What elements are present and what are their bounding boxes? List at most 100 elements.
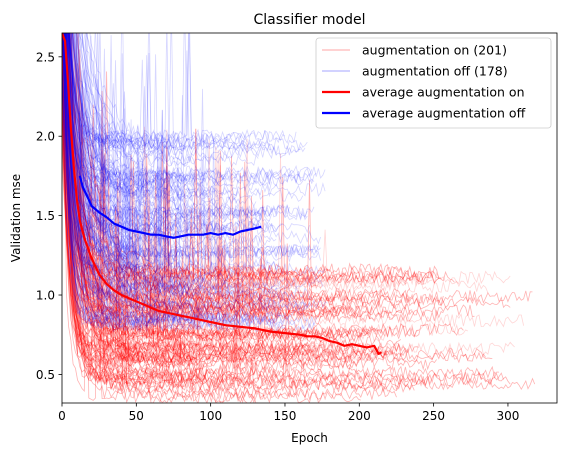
individual-run-line	[81, 33, 112, 140]
individual-run-line	[64, 33, 386, 341]
individual-run-line	[62, 76, 402, 316]
individual-run-line	[62, 33, 226, 325]
individual-run-line	[62, 114, 370, 342]
individual-run-line	[63, 33, 223, 381]
individual-run-line	[68, 33, 170, 150]
individual-run-line	[68, 33, 248, 148]
individual-run-line	[68, 33, 455, 285]
individual-run-line	[68, 33, 326, 198]
individual-run-line	[63, 33, 150, 330]
individual-run-line	[67, 33, 188, 185]
individual-run-line	[63, 33, 150, 330]
individual-run-line	[62, 44, 308, 352]
individual-run-line	[62, 33, 511, 386]
individual-run-line	[67, 33, 308, 221]
individual-run-line	[63, 33, 373, 316]
individual-run-line	[67, 33, 116, 290]
individual-run-line	[63, 33, 319, 259]
individual-run-line	[63, 33, 223, 381]
individual-run-line	[64, 33, 214, 291]
y-axis-label: Validation mse	[9, 174, 23, 262]
individual-run-line	[62, 91, 493, 362]
individual-run-line	[64, 33, 277, 248]
legend: augmentation on (201) augmentation off (1…	[315, 37, 552, 129]
individual-run-line	[62, 63, 181, 275]
individual-run-line	[62, 33, 235, 316]
individual-run-line	[64, 33, 299, 280]
individual-run-line	[65, 33, 125, 283]
individual-run-line	[63, 33, 192, 366]
individual-run-line	[64, 33, 277, 234]
individual-run-line	[68, 33, 455, 285]
individual-run-line	[62, 69, 203, 386]
individual-run-line	[62, 33, 206, 295]
individual-run-line	[62, 112, 199, 367]
series-line-average-augmentation-off	[78, 175, 262, 239]
individual-run-line	[62, 119, 361, 403]
individual-run-line	[68, 33, 123, 148]
legend-label: augmentation on (201)	[362, 43, 507, 58]
individual-run-line	[63, 33, 433, 291]
individual-run-line	[62, 33, 511, 386]
individual-run-line	[63, 33, 536, 391]
individual-run-line	[62, 63, 384, 382]
individual-run-line	[62, 33, 174, 261]
y-tick-label: 1.0	[36, 289, 55, 303]
individual-run-line	[62, 33, 393, 365]
individual-run-line	[62, 33, 328, 325]
individual-run-line	[62, 35, 277, 271]
individual-run-line	[62, 33, 243, 283]
individual-run-line	[71, 33, 174, 248]
individual-run-line	[62, 33, 234, 332]
individual-run-line	[62, 160, 176, 394]
individual-run-line	[72, 33, 440, 284]
individual-run-line	[63, 33, 257, 207]
individual-run-line	[64, 33, 281, 364]
individual-run-line	[62, 93, 177, 347]
individual-run-line	[62, 113, 486, 364]
individual-run-line	[62, 69, 194, 354]
individual-run-line	[65, 33, 511, 311]
individual-run-line	[62, 33, 277, 301]
individual-run-line	[62, 33, 245, 385]
individual-run-line	[63, 33, 192, 366]
individual-run-line	[63, 33, 489, 295]
individual-run-line	[65, 33, 197, 366]
individual-run-line	[62, 33, 321, 245]
individual-run-line	[63, 33, 536, 391]
individual-run-line	[63, 33, 214, 369]
individual-run-line	[62, 62, 335, 291]
individual-run-line	[63, 33, 134, 373]
individual-run-line	[71, 33, 194, 203]
individual-run-line	[62, 64, 310, 355]
individual-run-line	[67, 33, 232, 290]
individual-run-line	[80, 33, 192, 167]
individual-run-line	[62, 33, 444, 324]
individual-run-line	[62, 94, 201, 328]
individual-run-line	[68, 33, 504, 387]
individual-run-line	[62, 67, 290, 296]
individual-run-line	[63, 33, 415, 394]
individual-run-line	[68, 33, 183, 152]
individual-run-line	[64, 33, 310, 260]
individual-run-line	[62, 68, 324, 289]
individual-run-line	[71, 33, 335, 291]
individual-run-line	[74, 33, 190, 291]
individual-run-line	[64, 33, 315, 220]
individual-run-line	[68, 33, 442, 280]
individual-run-line	[70, 33, 248, 163]
individual-run-line	[64, 33, 281, 364]
plot-frame	[61, 32, 558, 404]
individual-run-line	[62, 94, 308, 400]
individual-run-line	[66, 33, 170, 309]
individual-run-line	[63, 33, 277, 378]
individual-run-line	[72, 33, 121, 215]
individual-run-line	[63, 33, 199, 272]
y-tick-label: 1.5	[36, 209, 55, 223]
individual-run-line	[62, 116, 150, 387]
individual-run-line	[69, 33, 114, 180]
individual-run-line	[64, 33, 413, 321]
individual-run-line	[62, 143, 217, 352]
individual-run-line	[62, 75, 241, 332]
individual-run-line	[63, 33, 210, 217]
